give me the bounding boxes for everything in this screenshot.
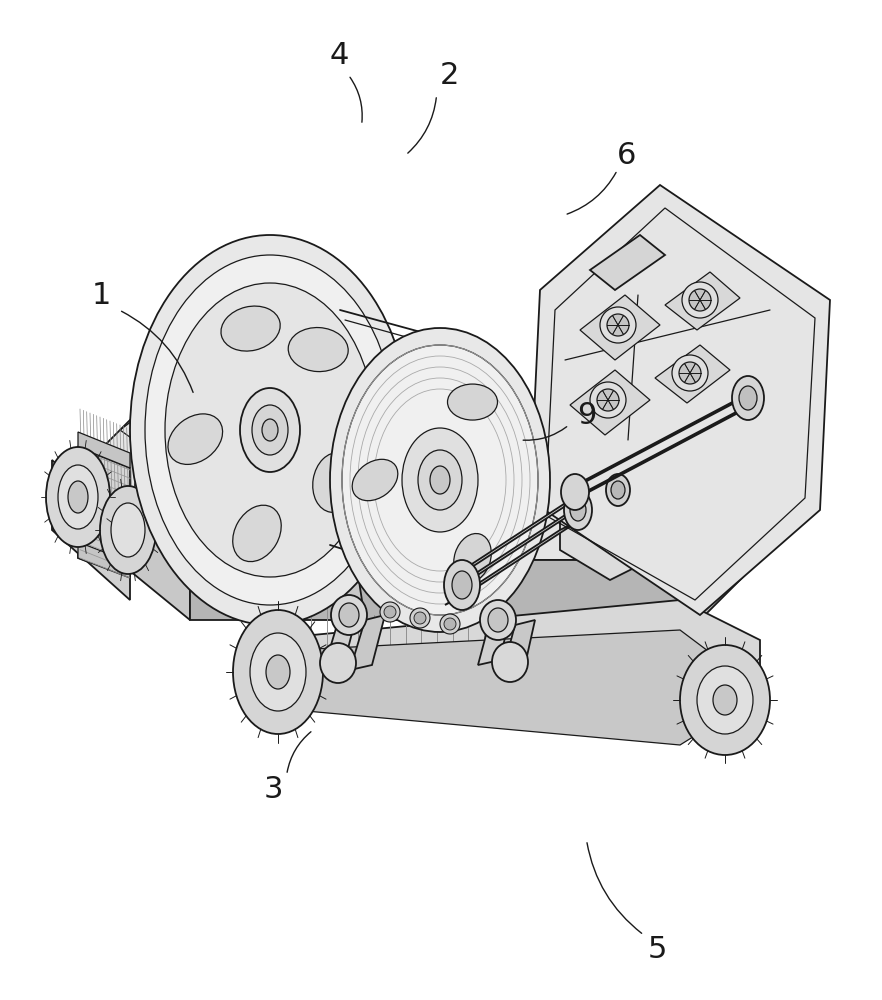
Ellipse shape	[352, 459, 398, 501]
Ellipse shape	[262, 419, 278, 441]
Ellipse shape	[713, 685, 737, 715]
Ellipse shape	[380, 602, 400, 622]
Ellipse shape	[111, 503, 145, 557]
Polygon shape	[530, 185, 830, 615]
Ellipse shape	[444, 560, 480, 610]
Ellipse shape	[288, 328, 348, 372]
Polygon shape	[78, 432, 130, 468]
Text: 1: 1	[92, 280, 111, 310]
Ellipse shape	[266, 655, 290, 689]
Ellipse shape	[492, 642, 528, 682]
Ellipse shape	[430, 466, 450, 494]
Polygon shape	[440, 430, 605, 520]
Ellipse shape	[221, 306, 280, 351]
Ellipse shape	[440, 614, 460, 634]
Polygon shape	[450, 505, 585, 590]
Ellipse shape	[339, 603, 359, 627]
Ellipse shape	[600, 307, 636, 343]
Ellipse shape	[252, 405, 288, 455]
Ellipse shape	[444, 618, 456, 630]
Ellipse shape	[480, 600, 516, 640]
Polygon shape	[335, 555, 365, 620]
Ellipse shape	[168, 414, 222, 464]
Polygon shape	[700, 470, 790, 620]
Ellipse shape	[414, 612, 426, 624]
Polygon shape	[440, 445, 605, 535]
Polygon shape	[325, 610, 358, 665]
Ellipse shape	[488, 608, 508, 632]
Ellipse shape	[384, 606, 396, 618]
Text: 2: 2	[440, 60, 460, 90]
Ellipse shape	[561, 474, 589, 510]
Ellipse shape	[68, 481, 88, 513]
Ellipse shape	[313, 453, 357, 512]
Ellipse shape	[682, 282, 718, 318]
Ellipse shape	[564, 490, 592, 530]
Ellipse shape	[250, 633, 306, 711]
Ellipse shape	[330, 328, 550, 632]
Polygon shape	[590, 235, 665, 290]
Polygon shape	[570, 370, 650, 435]
Polygon shape	[78, 447, 130, 578]
Text: 5: 5	[647, 936, 667, 964]
Ellipse shape	[100, 486, 156, 574]
Polygon shape	[560, 410, 660, 580]
Polygon shape	[455, 490, 590, 575]
Ellipse shape	[590, 382, 626, 418]
Polygon shape	[503, 620, 535, 670]
Ellipse shape	[331, 595, 367, 635]
Ellipse shape	[607, 314, 629, 336]
Ellipse shape	[606, 474, 630, 506]
Ellipse shape	[233, 610, 323, 734]
Ellipse shape	[697, 666, 753, 734]
Text: 4: 4	[330, 40, 349, 70]
Ellipse shape	[240, 388, 300, 472]
Text: 3: 3	[264, 776, 283, 804]
Ellipse shape	[570, 499, 586, 521]
Polygon shape	[385, 555, 415, 620]
Ellipse shape	[689, 289, 711, 311]
Ellipse shape	[672, 355, 708, 391]
Text: 6: 6	[617, 140, 636, 169]
Polygon shape	[190, 560, 700, 620]
Polygon shape	[52, 460, 130, 600]
Ellipse shape	[58, 465, 98, 529]
Polygon shape	[445, 520, 580, 605]
Polygon shape	[80, 420, 790, 560]
Ellipse shape	[46, 447, 110, 547]
Ellipse shape	[611, 481, 625, 499]
Text: 9: 9	[577, 400, 596, 430]
Ellipse shape	[410, 608, 430, 628]
Ellipse shape	[680, 645, 770, 755]
Polygon shape	[78, 542, 130, 578]
Ellipse shape	[165, 283, 375, 577]
Ellipse shape	[320, 643, 356, 683]
Ellipse shape	[739, 386, 757, 410]
Polygon shape	[655, 345, 730, 403]
Polygon shape	[580, 295, 660, 360]
Ellipse shape	[130, 235, 410, 625]
Polygon shape	[665, 272, 740, 330]
Ellipse shape	[145, 255, 395, 605]
Polygon shape	[80, 470, 190, 620]
Ellipse shape	[402, 428, 478, 532]
Ellipse shape	[732, 376, 764, 420]
Ellipse shape	[597, 389, 619, 411]
Polygon shape	[568, 403, 753, 503]
Ellipse shape	[452, 571, 472, 599]
Polygon shape	[478, 615, 510, 665]
Ellipse shape	[447, 384, 497, 420]
Ellipse shape	[679, 362, 701, 384]
Polygon shape	[260, 600, 760, 740]
Ellipse shape	[418, 450, 462, 510]
Polygon shape	[295, 630, 720, 745]
Polygon shape	[350, 615, 385, 670]
Polygon shape	[570, 390, 755, 490]
Ellipse shape	[453, 534, 491, 582]
Ellipse shape	[342, 345, 538, 615]
Ellipse shape	[233, 505, 281, 562]
